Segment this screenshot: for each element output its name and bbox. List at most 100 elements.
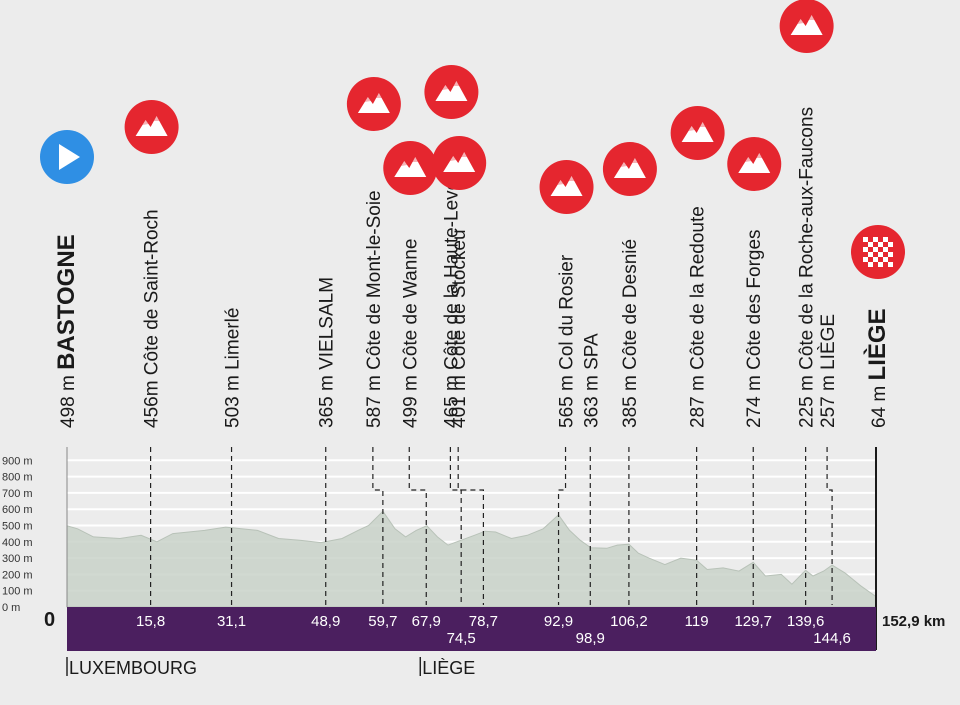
- waypoint-name: Côte de la Redoute: [688, 206, 709, 370]
- km-label: 92,9: [544, 613, 573, 630]
- waypoint-label: 365 m VIELSALM: [317, 277, 338, 428]
- km-label: 139,6: [787, 613, 825, 630]
- climb-mountain-icon: [670, 106, 725, 160]
- km-label: 59,7: [368, 613, 397, 630]
- waypoint-altitude: 287 m: [688, 370, 709, 428]
- climb-mountain-icon: [602, 142, 657, 196]
- altitude-tick-label: 200 m: [2, 569, 33, 581]
- km-label: 31,1: [217, 613, 246, 630]
- waypoint-name: Côte de Saint-Roch: [142, 209, 163, 375]
- start-play-icon: [40, 130, 94, 184]
- km-label: 119: [685, 613, 709, 630]
- km-label: 48,9: [311, 613, 340, 630]
- waypoint-name: SPA: [581, 333, 602, 370]
- waypoint-labels: 498 m BASTOGNE 456m Côte de Saint-Roch 503…: [53, 107, 891, 428]
- waypoint-name: Côte des Forges: [744, 229, 765, 369]
- km-label: 67,9: [412, 613, 441, 630]
- climb-mountain-icon: [779, 0, 834, 53]
- altitude-tick-label: 300 m: [2, 553, 33, 565]
- waypoint-label: 499 m Côte de Wanne: [400, 239, 421, 428]
- km-label: 106,2: [610, 613, 648, 630]
- climb-mountain-icon: [539, 160, 594, 214]
- region-label: LUXEMBOURG: [69, 658, 197, 678]
- km-label: 74,5: [447, 630, 476, 647]
- waypoint-label: 64 m LIÈGE: [863, 308, 891, 428]
- altitude-tick-label: 100 m: [2, 586, 33, 598]
- waypoint-altitude: 499 m: [400, 370, 421, 428]
- waypoint-name: Côte de Desnié: [620, 239, 641, 370]
- waypoint-altitude: 401 m: [449, 370, 470, 428]
- leader-line: [408, 447, 427, 605]
- waypoint-altitude: 503 m: [223, 370, 244, 428]
- distance-band: [67, 607, 876, 651]
- climb-mountain-icon: [124, 100, 179, 154]
- waypoint-label: 363 m SPA: [581, 333, 602, 428]
- waypoint-altitude: 565 m: [557, 370, 578, 428]
- km-label: 78,7: [469, 613, 498, 630]
- waypoint-name: Côte de Wanne: [400, 239, 421, 370]
- waypoint-name: Côte de Mont-le-Soie: [364, 190, 385, 370]
- altitude-tick-label: 900 m: [2, 455, 33, 467]
- marker-leader-lines: [149, 447, 833, 605]
- waypoint-altitude: 257 m: [818, 370, 839, 428]
- waypoint-label: 465 m Côte de la Haute-Levée: [441, 169, 462, 428]
- finish-km-label: 152,9 km: [882, 613, 945, 630]
- leader-line: [557, 447, 567, 605]
- waypoint-name: LIÈGE: [863, 308, 891, 380]
- waypoint-altitude: 385 m: [620, 370, 641, 428]
- waypoint-icons: [40, 0, 905, 279]
- climb-mountain-icon: [424, 65, 479, 119]
- waypoint-label: 385 m Côte de Desnié: [620, 239, 641, 428]
- km-label: 98,9: [576, 630, 605, 647]
- km-label: 15,8: [136, 613, 165, 630]
- waypoint-altitude: 498 m: [58, 370, 79, 428]
- waypoint-label: 565 m Col du Rosier: [557, 254, 578, 428]
- km-label: 129,7: [734, 613, 772, 630]
- waypoint-name: VIELSALM: [317, 277, 338, 370]
- waypoint-label: 257 m LIÈGE: [818, 314, 839, 428]
- waypoint-label: 498 m BASTOGNE: [53, 234, 80, 428]
- waypoint-label: 401 m Côte de Stockeu: [449, 229, 470, 428]
- waypoint-label: 503 m Limerlé: [223, 308, 244, 428]
- elevation-profile-area: [66, 510, 877, 608]
- altitude-tick-label: 0 m: [2, 602, 20, 614]
- altitude-tick-label: 800 m: [2, 472, 33, 484]
- waypoint-altitude: 225 m: [797, 370, 818, 428]
- altitude-tick-label: 500 m: [2, 521, 33, 533]
- waypoint-name: Col du Rosier: [557, 254, 578, 370]
- altitude-tick-label: 600 m: [2, 504, 33, 516]
- km-label: 144,6: [813, 630, 851, 647]
- leader-line: [826, 447, 833, 605]
- waypoint-altitude: 465 m: [441, 370, 462, 428]
- waypoint-name: LIÈGE: [818, 314, 839, 370]
- waypoint-altitude: 363 m: [581, 370, 602, 428]
- waypoint-name: Côte de Stockeu: [449, 229, 470, 369]
- climb-mountain-icon: [432, 136, 487, 190]
- climb-mountain-icon: [727, 137, 782, 191]
- climb-mountain-icon: [346, 77, 401, 131]
- leader-line: [449, 447, 485, 605]
- waypoint-label: 225 m Côte de la Roche-aux-Faucons: [797, 107, 818, 428]
- region-labels: LUXEMBOURG LIÈGE: [66, 657, 475, 678]
- waypoint-altitude: 274 m: [744, 370, 765, 428]
- waypoint-name: Côte de la Roche-aux-Faucons: [797, 107, 818, 370]
- region-label: LIÈGE: [422, 658, 475, 678]
- waypoint-label: 274 m Côte des Forges: [744, 229, 765, 428]
- leader-line: [457, 447, 462, 605]
- climb-mountain-icon: [383, 141, 438, 195]
- altitude-axis: 900 m 800 m 700 m 600 m 500 m 400 m 300 m 200 m…: [2, 455, 33, 614]
- waypoint-altitude: 365 m: [317, 370, 338, 428]
- altitude-tick-label: 400 m: [2, 537, 33, 549]
- leader-line: [372, 447, 384, 605]
- altitude-tick-label: 700 m: [2, 488, 33, 500]
- waypoint-name: Limerlé: [223, 308, 244, 370]
- waypoint-altitude: 587 m: [364, 370, 385, 428]
- finish-flag-icon: [851, 225, 905, 279]
- distance-labels: 15,8 31,1 48,9 59,7 67,9 74,578,7 92,998,9 106,…: [136, 613, 851, 647]
- waypoint-label: 456m Côte de Saint-Roch: [142, 209, 163, 428]
- waypoint-name: BASTOGNE: [53, 234, 80, 370]
- start-km-label: 0: [44, 609, 55, 631]
- waypoint-altitude: 64 m: [869, 380, 890, 428]
- waypoint-altitude: 456m: [142, 375, 163, 428]
